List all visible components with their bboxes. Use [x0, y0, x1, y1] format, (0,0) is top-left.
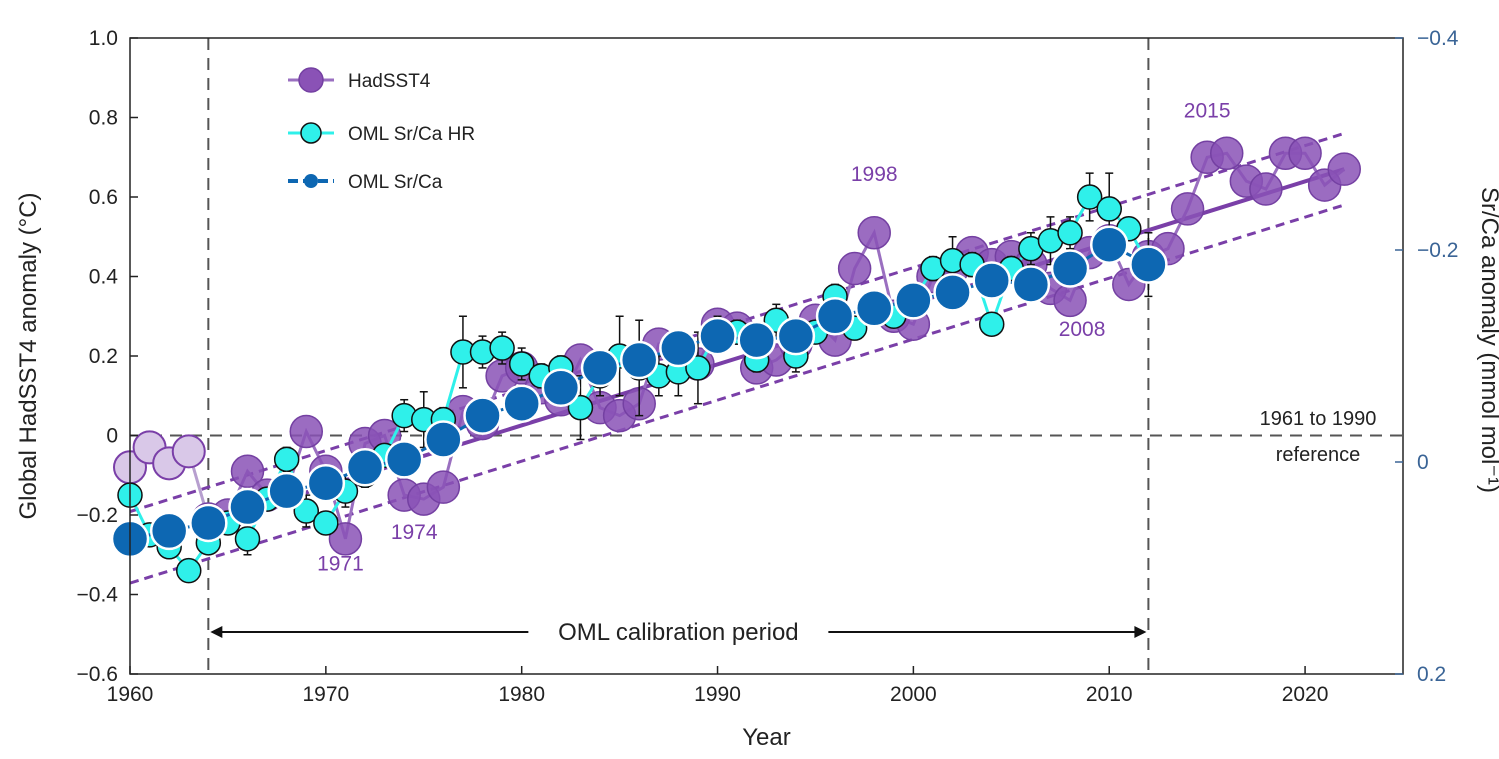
x-tick-label: 1980: [498, 683, 545, 706]
oml-hr-point: [234, 526, 261, 552]
y-tick-label: 0.4: [89, 266, 119, 289]
hadsst4-point: [328, 522, 363, 556]
hadsst4-point: [1170, 192, 1205, 226]
annotations: 1971 1974 1998 2008 2015 1961 to 1990 referenc…: [210, 100, 1377, 648]
oml-point: [854, 289, 894, 328]
oml-point: [189, 503, 228, 543]
hadsst4-point: [289, 414, 324, 449]
oml-point: [1011, 265, 1051, 304]
axes: 1960 1970 1980 1990 2000 2010 2020 −0.6 −0.4 −0.2…: [15, 27, 1499, 751]
oml-point: [776, 316, 816, 356]
oml-hr-point: [508, 351, 535, 377]
hadsst4-point: [1327, 152, 1361, 186]
y2-tick-label: 0: [1417, 451, 1429, 474]
legend: HadSST4 OML Sr/Ca HR OML Sr/Ca: [288, 67, 475, 193]
hadsst4-point: [1053, 283, 1087, 318]
year-annotation: 2008: [1059, 318, 1106, 341]
oml-hr-point: [685, 355, 711, 381]
oml-point: [149, 511, 189, 551]
oml-point: [659, 328, 698, 368]
x-tick-label: 1970: [302, 683, 349, 706]
oml-point: [1129, 245, 1168, 284]
year-annotation: 1971: [317, 553, 364, 576]
reference-label-line1: 1961 to 1990: [1260, 408, 1377, 430]
oml-point: [972, 261, 1011, 300]
oml-hr-point: [1057, 220, 1083, 246]
y-tick-label: −0.2: [77, 504, 118, 527]
x-tick-label: 1990: [694, 683, 741, 706]
year-annotation: 1998: [851, 163, 898, 186]
hadsst4-point: [1249, 172, 1283, 206]
hadsst4-point: [1288, 136, 1322, 171]
oml-hr-point: [1096, 196, 1122, 222]
data-series: [110, 136, 1361, 584]
legend-oml-hr-marker: [300, 122, 322, 144]
oml-point: [698, 316, 737, 356]
hadsst4-point: [857, 216, 891, 250]
reference-lines: [130, 38, 1403, 674]
legend-oml-marker: [304, 174, 318, 188]
oml-hr-point: [978, 311, 1005, 337]
oml-point: [424, 420, 463, 459]
calibration-arrowhead-left: [210, 626, 223, 638]
oml-point: [1050, 249, 1090, 288]
oml-point: [933, 273, 972, 312]
oml-point: [267, 471, 306, 511]
oml-point: [228, 487, 267, 527]
oml-hr-point: [273, 446, 300, 473]
y2-tick-label: −0.2: [1417, 239, 1458, 262]
hadsst4-point: [1209, 136, 1244, 171]
x-tick-label: 2000: [890, 683, 937, 706]
x-tick-label: 2020: [1282, 683, 1329, 706]
calibration-label: OML calibration period: [558, 619, 799, 646]
oml-hr-point: [567, 394, 594, 421]
oml-point: [502, 384, 541, 423]
reference-label-line2: reference: [1276, 444, 1361, 466]
y-tick-label: −0.4: [77, 584, 119, 607]
oml-point: [541, 368, 581, 408]
legend-oml-label: OML Sr/Ca: [348, 172, 443, 193]
x-tick-label: 1960: [107, 683, 154, 706]
y2-tick-label: 0.2: [1417, 663, 1446, 686]
x-tick-label: 2010: [1086, 683, 1133, 706]
legend-hadsst4-marker: [298, 67, 324, 93]
y-tick-label: 0.8: [89, 107, 118, 130]
y-axis-title: Global HadSST4 anomaly (°C): [15, 192, 42, 519]
oml-point: [306, 463, 346, 503]
legend-hadsst4-label: HadSST4: [348, 71, 431, 92]
hadsst4-point: [426, 470, 461, 504]
calibration-arrowhead-right: [1134, 626, 1147, 638]
hadsst4-point: [837, 251, 872, 286]
oml-point: [1089, 225, 1129, 264]
y-tick-label: 0: [106, 425, 118, 448]
oml-point: [463, 396, 502, 435]
oml-point: [580, 348, 620, 388]
x-axis-title: Year: [742, 724, 791, 751]
oml-point: [815, 297, 855, 336]
year-annotation: 1974: [391, 521, 438, 544]
y2-axis-title: Sr/Ca anomaly (mmol mol⁻¹): [1476, 187, 1499, 493]
oml-point: [894, 281, 933, 320]
oml-hr-point: [313, 510, 339, 536]
y2-tick-label: −0.4: [1417, 27, 1459, 50]
oml-hr-point: [176, 557, 202, 584]
oml-hr-point: [1076, 184, 1103, 210]
hadsst4-point: [230, 454, 265, 489]
legend-oml-hr-label: OML Sr/Ca HR: [348, 124, 475, 145]
calibration-label-bg: [518, 614, 839, 648]
oml-point: [737, 320, 776, 360]
hadsst4-pre-calibration-point: [171, 434, 206, 469]
y-tick-label: −0.6: [77, 663, 118, 686]
oml-hr-point: [293, 498, 320, 524]
oml-point: [619, 340, 659, 380]
oml-point: [384, 440, 424, 479]
y-tick-label: 1.0: [89, 27, 118, 50]
year-annotation: 2015: [1184, 100, 1231, 123]
oml-point: [345, 448, 385, 487]
oml-hr-point: [489, 335, 515, 361]
y-tick-label: 0.6: [89, 186, 118, 209]
y-tick-label: 0.2: [89, 345, 118, 368]
